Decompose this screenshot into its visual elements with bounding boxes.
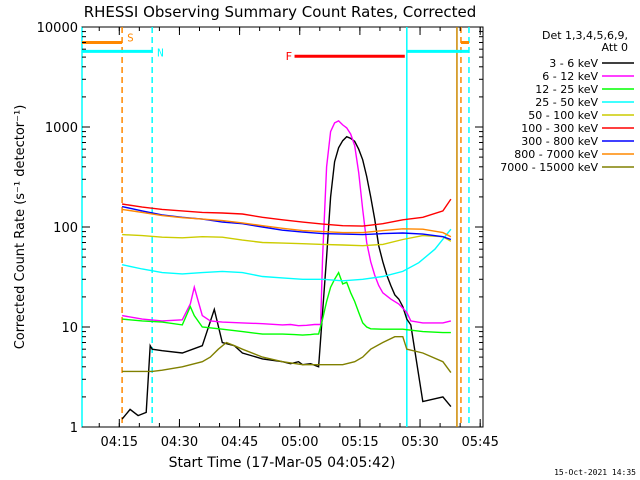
legend-header-2: Att 0 (602, 41, 628, 54)
vertical-markers (81, 27, 470, 427)
legend-header-1: Det 1,3,4,5,6,9, (542, 29, 628, 42)
series-line (122, 270, 451, 336)
series-line (121, 208, 452, 238)
y-tick-label: 1000 (45, 121, 78, 136)
legend-label: 7000 - 15000 keV (500, 161, 598, 174)
legend-label: 3 - 6 keV (549, 57, 598, 70)
x-tick-label: 05:45 (461, 435, 498, 450)
x-axis-ticks: 04:15 04:30 04:45 05:00 05:15 05:30 05:45 (98, 27, 499, 450)
legend-label: 100 - 300 keV (521, 122, 598, 135)
y-tick-label: 10 (61, 321, 78, 336)
series-line (121, 120, 452, 327)
mode-annotations: S N F (82, 31, 469, 63)
legend-label: 50 - 100 keV (528, 109, 598, 122)
series-line (121, 135, 452, 420)
series-line (122, 233, 452, 247)
annotation-label: F (286, 50, 293, 63)
legend-label: 25 - 50 keV (535, 96, 598, 109)
series-line (121, 198, 452, 227)
series-line (122, 336, 452, 374)
y-tick-label: 1 (70, 421, 78, 436)
x-tick-label: 05:30 (401, 435, 438, 450)
y-tick-label: 100 (53, 221, 78, 236)
x-tick-label: 04:30 (161, 435, 198, 450)
x-tick-label: 05:15 (341, 435, 378, 450)
legend-label: 12 - 25 keV (535, 83, 598, 96)
x-tick-label: 04:15 (101, 435, 138, 450)
y-axis-ticks: 1 10 100 1000 10000 (37, 21, 483, 436)
x-tick-label: 04:45 (221, 435, 258, 450)
legend-label: 300 - 800 keV (521, 135, 598, 148)
chart-title: RHESSI Observing Summary Count Rates, Co… (84, 3, 477, 21)
y-axis-label: Corrected Count Rate (s⁻¹ detector⁻¹) (13, 105, 28, 350)
legend-label: 6 - 12 keV (542, 70, 598, 83)
x-axis-label: Start Time (17-Mar-05 04:05:42) (169, 455, 396, 471)
legend-label: 800 - 7000 keV (514, 148, 598, 161)
series-line (121, 205, 452, 241)
annotation-label: S (127, 31, 134, 44)
series-line (121, 228, 452, 282)
y-tick-label: 10000 (37, 21, 78, 36)
series-lines (121, 120, 452, 420)
x-tick-label: 05:00 (281, 435, 318, 450)
annotation-label: N (157, 46, 164, 59)
plot-frame (81, 26, 484, 428)
footer-timestamp: 15-Oct-2021 14:35 (554, 468, 636, 477)
